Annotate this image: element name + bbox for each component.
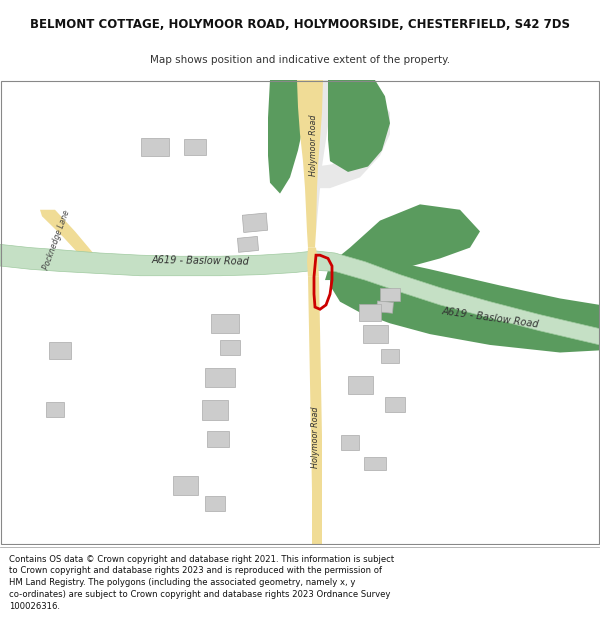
Polygon shape [359, 304, 381, 321]
Polygon shape [381, 349, 399, 362]
Polygon shape [211, 314, 239, 333]
Polygon shape [377, 301, 394, 313]
Polygon shape [328, 80, 390, 172]
Text: BELMONT COTTAGE, HOLYMOOR ROAD, HOLYMOORSIDE, CHESTERFIELD, S42 7DS: BELMONT COTTAGE, HOLYMOOR ROAD, HOLYMOOR… [30, 18, 570, 31]
Polygon shape [173, 476, 197, 495]
Polygon shape [205, 368, 235, 387]
Polygon shape [40, 210, 100, 272]
Polygon shape [297, 80, 323, 248]
Text: A619 - Baslow Road: A619 - Baslow Road [441, 306, 539, 329]
Polygon shape [49, 342, 71, 359]
Polygon shape [220, 339, 240, 354]
Polygon shape [242, 213, 268, 232]
Polygon shape [380, 288, 400, 301]
Polygon shape [238, 236, 259, 252]
Polygon shape [205, 496, 225, 511]
Polygon shape [202, 400, 228, 419]
Polygon shape [298, 80, 330, 231]
Polygon shape [184, 139, 206, 154]
Text: Pocknedge Lane: Pocknedge Lane [42, 209, 72, 271]
Text: Contains OS data © Crown copyright and database right 2021. This information is : Contains OS data © Crown copyright and d… [9, 554, 394, 611]
Polygon shape [268, 80, 305, 194]
Polygon shape [0, 244, 600, 345]
Text: Holymoor Road: Holymoor Road [308, 114, 317, 176]
Polygon shape [141, 138, 169, 156]
Polygon shape [341, 435, 359, 450]
Text: Holymoor Road: Holymoor Road [311, 406, 320, 468]
Polygon shape [316, 102, 390, 188]
Text: Map shows position and indicative extent of the property.: Map shows position and indicative extent… [150, 55, 450, 65]
Polygon shape [325, 204, 480, 280]
Polygon shape [207, 431, 229, 447]
Polygon shape [385, 397, 405, 412]
Polygon shape [330, 253, 600, 352]
Polygon shape [362, 326, 388, 342]
Polygon shape [307, 248, 319, 277]
Polygon shape [347, 376, 373, 394]
Polygon shape [46, 402, 64, 418]
Text: A619 - Baslow Road: A619 - Baslow Road [151, 255, 249, 266]
Polygon shape [308, 277, 322, 545]
Polygon shape [364, 458, 386, 471]
